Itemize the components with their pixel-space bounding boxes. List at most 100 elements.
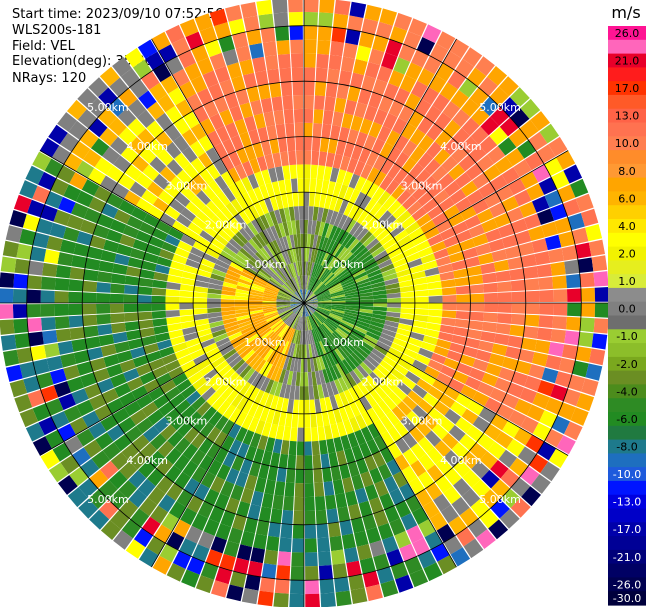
velocity-gate (430, 352, 447, 365)
velocity-gate (232, 337, 246, 349)
velocity-gate (490, 413, 509, 431)
velocity-gate (30, 246, 47, 262)
velocity-gate (557, 184, 576, 203)
velocity-gate (593, 271, 609, 287)
colorbar-swatch (608, 329, 646, 344)
velocity-gate (354, 191, 366, 207)
velocity-gate (309, 192, 316, 207)
velocity-gate (19, 361, 37, 379)
velocity-gate (391, 406, 406, 422)
velocity-gate (320, 453, 330, 469)
velocity-gate (487, 441, 506, 460)
velocity-gate (257, 325, 271, 336)
velocity-gate (242, 328, 256, 338)
velocity-gate (317, 298, 332, 302)
velocity-gate (208, 411, 223, 427)
velocity-gate (470, 126, 489, 145)
velocity-gate (536, 264, 553, 278)
velocity-gate (343, 142, 355, 158)
velocity-gate (228, 183, 242, 199)
velocity-gate (333, 263, 346, 275)
velocity-gate (483, 312, 498, 323)
colorbar: m/s26.021.017.013.010.08.06.04.02.01.00.… (608, 3, 646, 606)
velocity-gate (272, 0, 288, 14)
velocity-gate (266, 243, 277, 257)
velocity-gate (191, 216, 207, 230)
velocity-gate (240, 325, 255, 335)
velocity-gate (112, 263, 128, 275)
velocity-gate (322, 253, 332, 267)
velocity-gate (66, 214, 84, 231)
velocity-gate (263, 348, 274, 362)
velocity-gate (200, 471, 216, 489)
velocity-gate (96, 282, 111, 293)
velocity-gate (347, 128, 359, 145)
velocity-gate (330, 310, 345, 316)
velocity-gate (441, 287, 457, 296)
velocity-gate (305, 552, 318, 567)
velocity-gate (443, 119, 461, 138)
velocity-gate (259, 391, 270, 407)
velocity-gate (296, 150, 304, 165)
velocity-gate (248, 354, 261, 368)
velocity-gate (348, 503, 362, 520)
velocity-gate (211, 396, 226, 411)
velocity-gate (112, 331, 128, 344)
range-label: 2.00km (205, 375, 247, 388)
velocity-gate (58, 196, 76, 214)
velocity-gate (267, 465, 278, 481)
velocity-gate (442, 303, 457, 311)
velocity-gate (355, 247, 369, 260)
velocity-gate (440, 279, 456, 288)
velocity-gate (191, 513, 209, 531)
velocity-gate (250, 286, 265, 293)
velocity-gate (514, 189, 532, 207)
velocity-gate (304, 303, 318, 306)
velocity-gate (0, 288, 14, 303)
velocity-gate (408, 18, 427, 37)
velocity-gate (507, 382, 524, 398)
velocity-gate (388, 347, 403, 359)
velocity-gate (373, 206, 388, 221)
velocity-gate (239, 59, 254, 76)
velocity-gate (143, 343, 159, 355)
velocity-gate (385, 282, 400, 290)
velocity-gate (285, 313, 296, 325)
velocity-gate (240, 271, 255, 281)
velocity-gate (304, 289, 307, 303)
velocity-gate (243, 207, 256, 222)
velocity-gate (591, 255, 608, 272)
velocity-gate (548, 248, 564, 263)
velocity-gate (287, 264, 294, 278)
velocity-gate (260, 140, 272, 156)
velocity-gate (312, 281, 323, 293)
velocity-gate (315, 327, 323, 341)
velocity-gate (325, 382, 334, 397)
velocity-gate (289, 248, 296, 263)
velocity-gate (360, 254, 374, 265)
velocity-gate (267, 334, 278, 347)
velocity-gate (309, 329, 315, 344)
velocity-gate (332, 364, 342, 379)
velocity-gate (389, 488, 405, 506)
colorbar-swatch (608, 177, 646, 192)
velocity-gate (259, 577, 275, 593)
velocity-gate (330, 465, 342, 481)
velocity-gate (588, 239, 605, 257)
velocity-gate (262, 331, 275, 343)
velocity-gate (118, 127, 137, 146)
velocity-gate (372, 186, 385, 202)
colorbar-swatch (608, 425, 646, 441)
velocity-gate (281, 251, 289, 265)
velocity-gate (304, 25, 318, 40)
colorbar-swatch (608, 150, 646, 165)
colorbar-swatch (608, 467, 646, 482)
velocity-gate (585, 363, 603, 381)
velocity-gate (385, 242, 400, 255)
velocity-gate (302, 330, 304, 345)
velocity-gate (148, 236, 165, 249)
velocity-gate (387, 426, 402, 443)
velocity-gate (255, 375, 267, 390)
velocity-gate (165, 105, 183, 124)
